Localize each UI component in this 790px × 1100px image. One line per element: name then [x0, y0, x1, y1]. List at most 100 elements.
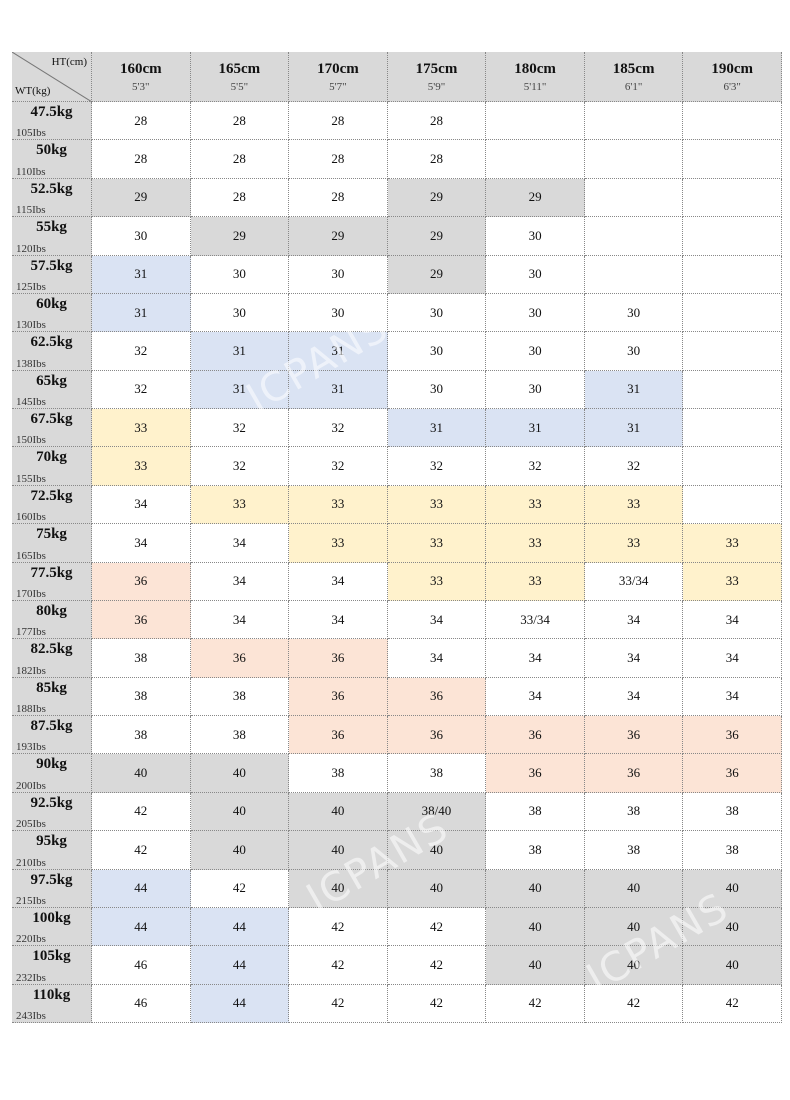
size-value: 34	[331, 573, 345, 589]
size-cell: 33	[289, 485, 388, 525]
size-value: 34	[528, 688, 542, 704]
size-cell: 28	[289, 178, 388, 218]
size-value: 32	[528, 458, 542, 474]
size-value: 34	[627, 611, 641, 627]
size-value: 38	[134, 688, 148, 704]
weight-kg: 95kg	[36, 833, 67, 850]
weight-kg: 62.5kg	[30, 334, 73, 351]
size-value: 34	[232, 573, 246, 589]
size-cell: 33	[387, 524, 487, 563]
row-header: 85kg 188Ibs	[12, 677, 92, 716]
size-value: 42	[627, 995, 641, 1011]
column-header: 170cm 5'7"	[289, 52, 388, 102]
size-value: 34	[725, 649, 739, 665]
size-value: 34	[725, 611, 739, 627]
size-cell: 38	[289, 754, 388, 793]
size-value: 40	[232, 765, 246, 781]
size-value: 42	[725, 995, 739, 1011]
row-header: 95kg 210Ibs	[12, 831, 92, 870]
size-cell	[683, 485, 782, 525]
size-value: 42	[528, 995, 542, 1011]
size-cell: 38	[190, 716, 290, 755]
size-cell: 34	[486, 677, 585, 716]
size-cell: 38	[92, 639, 191, 678]
size-cell: 36	[486, 716, 585, 755]
size-value: 30	[528, 304, 542, 320]
size-value: 40	[528, 956, 542, 972]
size-value: 33	[528, 496, 542, 512]
size-cell: 40	[683, 869, 782, 908]
height-cm: 190cm	[711, 60, 754, 77]
size-value: 38	[528, 841, 542, 857]
size-cell: 38	[683, 792, 782, 832]
size-cell	[683, 332, 782, 371]
weight-kg: 55kg	[36, 219, 67, 236]
size-value: 32	[429, 458, 443, 474]
size-cell: 40	[683, 907, 782, 947]
column-header: 180cm 5'11"	[486, 52, 585, 102]
size-cell: 40	[289, 792, 388, 832]
size-cell: 40	[486, 869, 585, 908]
size-cell: 33	[190, 485, 290, 525]
weight-lbs: 120Ibs	[16, 242, 46, 255]
size-cell: 30	[387, 332, 487, 371]
size-cell: 44	[92, 907, 191, 947]
size-value: 34	[725, 688, 739, 704]
column-header: 185cm 6'1"	[584, 52, 684, 102]
size-cell: 32	[92, 332, 191, 371]
size-cell: 38	[92, 677, 191, 716]
size-cell: 30	[387, 293, 487, 333]
size-cell: 32	[190, 447, 290, 486]
weight-kg: 70kg	[36, 449, 67, 466]
size-cell: 31	[387, 409, 487, 448]
weight-kg: 97.5kg	[30, 871, 73, 888]
size-cell: 30	[584, 332, 684, 371]
size-cell: 33	[683, 524, 782, 563]
size-value: 32	[331, 458, 345, 474]
size-value: 31	[134, 304, 148, 320]
size-value: 36	[725, 726, 739, 742]
size-cell	[683, 140, 782, 179]
height-ft: 6'1"	[624, 80, 643, 93]
weight-lbs: 125Ibs	[16, 280, 46, 293]
weight-kg: 50kg	[36, 142, 67, 159]
size-value: 44	[134, 918, 148, 934]
size-cell: 42	[584, 984, 684, 1023]
size-cell: 42	[683, 984, 782, 1023]
size-cell: 34	[289, 562, 388, 601]
size-cell: 32	[289, 447, 388, 486]
size-cell	[683, 409, 782, 448]
column-header: 175cm 5'9"	[387, 52, 487, 102]
size-cell: 30	[289, 293, 388, 333]
size-value: 28	[429, 151, 443, 167]
size-cell: 29	[92, 178, 191, 218]
size-value: 28	[232, 189, 246, 205]
size-cell: 40	[92, 754, 191, 793]
height-ft: 5'9"	[427, 80, 446, 93]
weight-kg: 60kg	[36, 295, 67, 312]
weight-lbs: 165Ibs	[16, 549, 46, 562]
size-cell: 34	[190, 562, 290, 601]
size-cell: 44	[92, 869, 191, 908]
size-value: 32	[134, 381, 148, 397]
size-cell: 40	[190, 754, 290, 793]
size-cell: 36	[486, 754, 585, 793]
size-value: 29	[528, 189, 542, 205]
size-cell: 42	[387, 946, 487, 985]
size-cell: 30	[486, 217, 585, 256]
weight-lbs: 155Ibs	[16, 472, 46, 485]
size-value: 46	[134, 995, 148, 1011]
size-value: 31	[429, 419, 443, 435]
weight-lbs: 210Ibs	[16, 856, 46, 869]
size-cell: 34	[387, 600, 487, 640]
size-cell: 36	[683, 754, 782, 793]
weight-kg: 77.5kg	[30, 564, 73, 581]
size-value: 34	[331, 611, 345, 627]
size-cell: 40	[190, 831, 290, 870]
size-value: 40	[232, 841, 246, 857]
size-cell: 38	[190, 677, 290, 716]
size-value: 28	[134, 151, 148, 167]
size-cell: 32	[387, 447, 487, 486]
weight-kg: 67.5kg	[30, 411, 73, 427]
size-cell: 31	[190, 332, 290, 371]
